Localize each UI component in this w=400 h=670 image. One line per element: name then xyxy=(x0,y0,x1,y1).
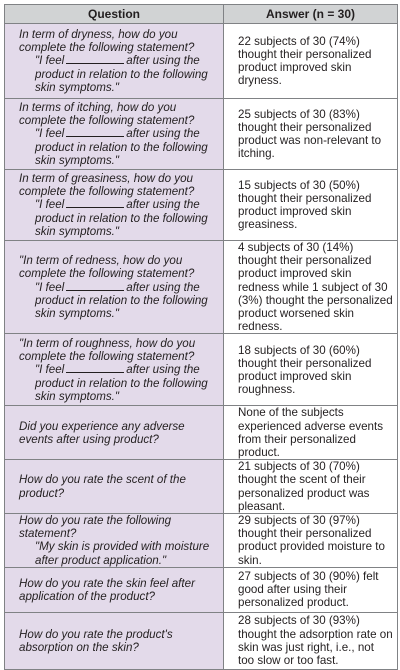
question-text: In term of dryness, how do you complete … xyxy=(19,27,195,55)
quote-rest: after using the product in relation to t… xyxy=(35,363,208,403)
answer-cell: 29 subjects of 30 (97%) thought their pe… xyxy=(223,513,398,568)
question-cell: "In term of redness, how do you complete… xyxy=(4,239,224,335)
table-row: How do you rate the following statement?… xyxy=(4,513,398,568)
question-quote: "I feel after using the product in relati… xyxy=(19,281,217,321)
question-text: In terms of itching, how do you complete… xyxy=(19,100,195,128)
question-quote: "I feel after using the product in relati… xyxy=(19,127,217,167)
question-cell: In term of dryness, how do you complete … xyxy=(4,23,224,99)
question-quote: "I feel after using the product in relati… xyxy=(19,363,217,403)
answer-cell: 22 subjects of 30 (74%) thought their pe… xyxy=(223,23,398,99)
question-text: How do you rate the scent of the product… xyxy=(19,473,186,500)
question-text: In term of greasiness, how do you comple… xyxy=(19,171,195,199)
question-cell: How do you rate the product's absorption… xyxy=(4,611,224,670)
question-cell: In terms of itching, how do you complete… xyxy=(4,98,224,170)
quote-rest: after using the product in relation to t… xyxy=(35,280,208,321)
answer-cell: 4 subjects of 30 (14%) thought their per… xyxy=(223,239,398,335)
question-cell: How do you rate the following statement?… xyxy=(4,513,224,568)
survey-results-table: Question Answer (n = 30) In term of dryn… xyxy=(4,4,398,670)
question-cell: Did you experience any adverse events af… xyxy=(4,405,224,461)
quote-start: "I feel xyxy=(35,127,65,141)
table-row: How do you rate the scent of the product… xyxy=(4,459,398,515)
table-row: How do you rate the skin feel after appl… xyxy=(4,566,398,613)
question-cell: How do you rate the scent of the product… xyxy=(4,459,224,515)
question-cell: In term of greasiness, how do you comple… xyxy=(4,169,224,241)
question-quote: "My skin is provided with moisture after… xyxy=(35,540,210,567)
table-row: "In term of roughness, how do you comple… xyxy=(4,333,398,407)
answer-cell: 28 subjects of 30 (93%) thought the adso… xyxy=(223,611,398,670)
table-row: Did you experience any adverse events af… xyxy=(4,405,398,461)
quote-rest: after using the product in relation to t… xyxy=(35,54,208,94)
table-row: "In term of redness, how do you complete… xyxy=(4,239,398,335)
question-cell: "In term of roughness, how do you comple… xyxy=(4,333,224,407)
blank-line xyxy=(66,55,125,65)
quote-start: "I feel xyxy=(35,363,65,377)
question-text: "In term of redness, how do you complete… xyxy=(19,254,195,281)
blank-line xyxy=(66,282,125,291)
question-text: Did you experience any adverse events af… xyxy=(19,419,185,446)
question-quote: "I feel after using the product in relati… xyxy=(19,198,217,238)
quote-start: "I feel xyxy=(35,54,65,68)
quote-rest: after using the product in relation to t… xyxy=(35,127,208,167)
answer-cell: 15 subjects of 30 (50%) thought their pe… xyxy=(223,169,398,241)
survey-table-container: Question Answer (n = 30) In term of dryn… xyxy=(4,4,398,670)
table-row: In terms of itching, how do you complete… xyxy=(4,98,398,170)
question-cell: How do you rate the skin feel after appl… xyxy=(4,566,224,613)
table-row: How do you rate the product's absorption… xyxy=(4,611,398,670)
question-text: How do you rate the skin feel after appl… xyxy=(19,576,195,603)
answer-cell: 21 subjects of 30 (70%) thought the scen… xyxy=(223,459,398,515)
answer-column-header: Answer (n = 30) xyxy=(223,4,398,24)
blank-line xyxy=(66,128,125,138)
answer-cell: 27 subjects of 30 (90%) felt good after … xyxy=(223,566,398,613)
quote-start: "I feel xyxy=(35,280,65,294)
blank-line xyxy=(66,364,125,374)
quote-rest: after using the product in relation to t… xyxy=(35,198,208,238)
quote-start: "I feel xyxy=(35,198,65,212)
answer-cell: 25 subjects of 30 (83%) thought their pe… xyxy=(223,98,398,170)
question-quote: "I feel after using the product in relati… xyxy=(19,54,217,94)
question-text: "In term of roughness, how do you comple… xyxy=(19,336,196,364)
table-row: In term of dryness, how do you complete … xyxy=(4,23,398,99)
question-column-header: Question xyxy=(4,4,224,24)
answer-cell: None of the subjects experienced adverse… xyxy=(223,405,398,461)
answer-cell: 18 subjects of 30 (60%) thought their pe… xyxy=(223,333,398,407)
blank-line xyxy=(66,199,125,209)
question-text: How do you rate the following statement? xyxy=(19,514,172,541)
question-text: How do you rate the product's absorption… xyxy=(19,627,173,654)
table-row: In term of greasiness, how do you comple… xyxy=(4,169,398,241)
table-header-row: Question Answer (n = 30) xyxy=(4,4,398,24)
